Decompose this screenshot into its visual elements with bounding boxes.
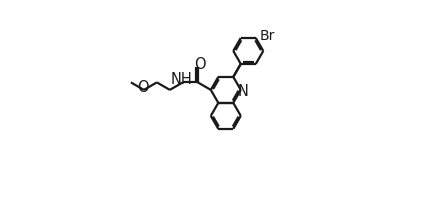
Text: O: O bbox=[194, 57, 205, 72]
Text: O: O bbox=[137, 80, 149, 95]
Text: N: N bbox=[238, 84, 249, 99]
Text: NH: NH bbox=[171, 72, 193, 87]
Text: Br: Br bbox=[259, 29, 275, 43]
